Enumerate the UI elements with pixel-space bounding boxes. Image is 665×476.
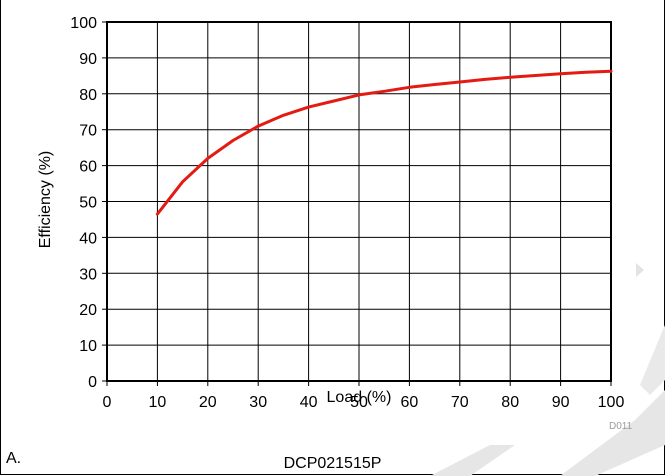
data-point — [282, 114, 285, 117]
y-tick-label: 70 — [79, 123, 97, 140]
data-point — [257, 124, 260, 128]
data-point — [383, 90, 386, 93]
y-axis-label: Efficiency (%) — [37, 151, 54, 249]
y-tick-label: 10 — [79, 338, 97, 355]
x-tick-label: 100 — [598, 394, 625, 411]
data-point — [156, 212, 159, 216]
y-tick-label: 50 — [79, 195, 97, 212]
data-point — [458, 80, 461, 84]
y-tick-label: 90 — [79, 51, 97, 68]
y-tick-label: 60 — [79, 159, 97, 176]
data-point — [307, 105, 310, 109]
data-point — [433, 83, 436, 86]
data-point — [181, 180, 184, 183]
y-tick-label: 0 — [88, 374, 97, 391]
efficiency-series-line — [155, 69, 613, 216]
data-point — [483, 78, 487, 81]
x-tick-label: 90 — [552, 394, 570, 411]
y-tick-label: 100 — [70, 15, 97, 32]
x-tick-label: 70 — [451, 394, 469, 411]
data-point — [357, 93, 361, 97]
y-tick-label: 30 — [79, 266, 97, 283]
x-axis-label: Load (%) — [327, 389, 392, 406]
data-point — [559, 72, 562, 75]
x-tick-label: 80 — [501, 394, 519, 411]
data-point — [206, 157, 209, 160]
y-tick-label: 80 — [79, 87, 97, 104]
x-tick-label: 20 — [199, 394, 217, 411]
x-tick-label: 0 — [103, 394, 112, 411]
data-point — [609, 69, 613, 73]
data-point — [332, 99, 335, 103]
figure-id: D011 — [609, 421, 633, 432]
x-tick-label: 40 — [300, 394, 318, 411]
figure-caption: DCP021515P — [283, 455, 382, 472]
data-point — [509, 76, 512, 79]
data-point — [584, 71, 587, 74]
y-tick-label: 20 — [79, 302, 97, 319]
x-tick-label: 60 — [401, 394, 419, 411]
data-point — [408, 86, 411, 89]
y-tick-label: 40 — [79, 230, 97, 247]
panel-label: A. — [6, 450, 22, 467]
x-tick-label: 50 — [350, 394, 368, 411]
data-point — [534, 74, 537, 77]
x-tick-label: 30 — [249, 394, 267, 411]
data-point — [231, 139, 235, 142]
x-tick-label: 10 — [149, 394, 167, 411]
